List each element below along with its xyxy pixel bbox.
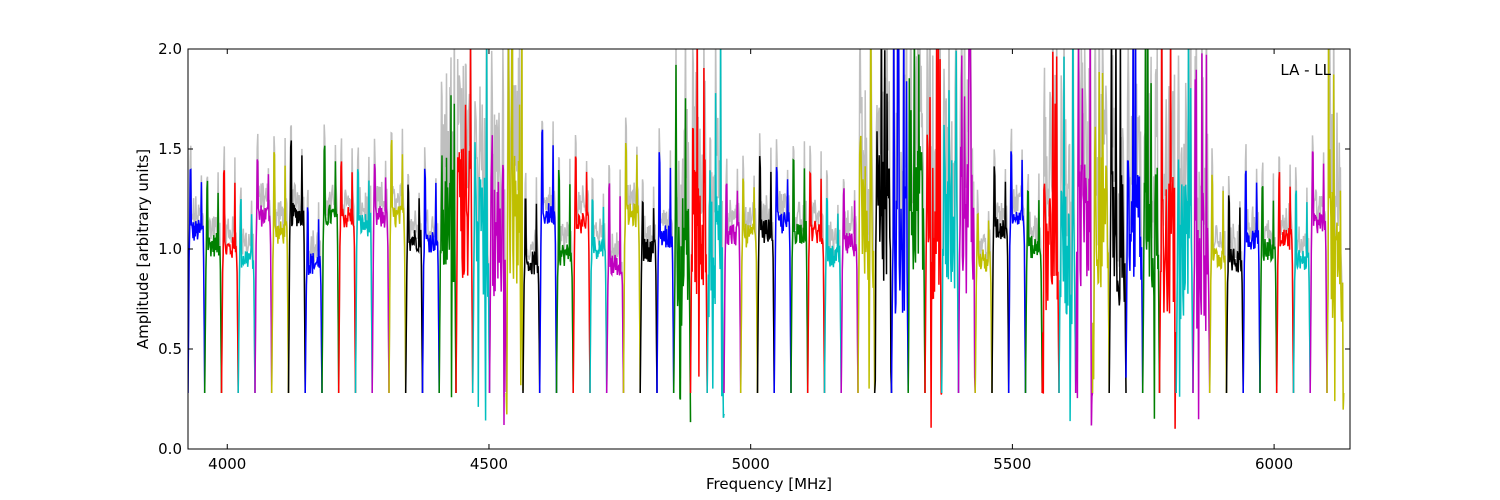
series-channel-18 [488, 135, 507, 426]
y-tick-label-0: 0.0 [158, 440, 182, 458]
series-channel-10 [354, 169, 373, 394]
series-channel-22 [555, 169, 574, 394]
series-channel-42 [890, 49, 909, 394]
series-channel-17 [471, 49, 491, 421]
series-channel-66 [1292, 190, 1311, 394]
plot-area [188, 49, 1345, 429]
series-channel-33 [739, 178, 759, 394]
background-trace-57 [1141, 49, 1161, 394]
series-channel-36 [790, 158, 809, 394]
series-channel-62 [1225, 195, 1244, 394]
series-channel-7 [304, 207, 323, 394]
series-channel-12 [388, 140, 407, 394]
series-channel-56 [1125, 49, 1144, 394]
series-channel-9 [337, 161, 357, 394]
y-tick-label-1: 0.5 [158, 340, 182, 358]
y-tick-label-2: 1.0 [158, 240, 182, 258]
series-channel-4 [254, 159, 273, 394]
series-channel-29 [672, 64, 692, 423]
series-channel-13 [404, 184, 424, 394]
series-channel-63 [1242, 170, 1261, 394]
series-channel-20 [522, 198, 541, 394]
series-channel-46 [957, 49, 976, 394]
x-axis-label: Frequency [MHz] [706, 475, 832, 493]
series-channel-60 [1192, 53, 1211, 420]
series-channel-14 [421, 168, 440, 394]
series-channel-68 [1326, 49, 1345, 410]
x-tick-label-6000: 6000 [1255, 455, 1293, 473]
series-channel-64 [1259, 185, 1278, 394]
series-channel-31 [706, 49, 725, 418]
series-channel-39 [840, 188, 859, 394]
series-channel-38 [823, 197, 842, 394]
series-channel-40 [857, 49, 876, 394]
series-channel-48 [991, 166, 1010, 394]
series-channel-58 [1158, 49, 1177, 429]
series-channel-50 [1024, 190, 1043, 394]
series-channel-15 [438, 95, 457, 398]
background-trace-17 [471, 49, 491, 394]
series-channel-57 [1141, 49, 1161, 419]
series-channel-45 [940, 50, 960, 394]
series-channel-53 [1074, 49, 1094, 426]
series-channel-2 [220, 170, 239, 394]
series-channel-1 [203, 180, 223, 394]
series-channel-11 [371, 163, 390, 394]
series-channel-0 [188, 168, 206, 394]
series-channel-19 [505, 49, 524, 415]
series-channel-26 [622, 142, 641, 394]
series-channel-52 [1058, 49, 1077, 422]
series-channel-21 [538, 129, 558, 394]
series-channel-44 [924, 49, 943, 428]
series-channel-34 [756, 156, 775, 394]
series-channel-54 [1091, 71, 1110, 394]
series-channel-37 [806, 170, 826, 394]
y-tick-label-4: 2.0 [158, 40, 182, 58]
series-channel-5 [270, 152, 290, 394]
series-channel-41 [873, 49, 893, 394]
series-channel-49 [1007, 151, 1027, 394]
series-channel-43 [907, 49, 926, 394]
series-channel-24 [589, 199, 608, 394]
plot-frame [187, 48, 1351, 450]
y-axis-label: Amplitude [arbitrary units] [134, 149, 152, 349]
x-tick-label-4000: 4000 [208, 455, 246, 473]
series-channel-8 [321, 145, 340, 394]
series-channel-51 [1041, 51, 1060, 394]
x-tick-label-5000: 5000 [732, 455, 770, 473]
background-trace-43 [907, 49, 926, 394]
series-channel-59 [1175, 49, 1194, 397]
tick-labels-group: 4000 4500 5000 5500 6000 0.0 0.5 1.0 1.5 2.0 [158, 40, 1293, 473]
y-tick-label-3: 1.5 [158, 140, 182, 158]
series-channel-30 [689, 49, 708, 394]
series-channel-35 [773, 167, 792, 394]
series-channel-61 [1208, 174, 1228, 394]
series-channel-67 [1309, 151, 1328, 394]
series-channel-65 [1275, 172, 1295, 394]
series-group [188, 49, 1345, 429]
series-channel-16 [455, 49, 474, 394]
series-channel-28 [656, 152, 675, 394]
series-channel-47 [974, 212, 993, 394]
x-tick-label-5500: 5500 [993, 455, 1031, 473]
series-channel-23 [572, 156, 591, 394]
background-trace-52 [1058, 49, 1077, 394]
series-channel-3 [237, 199, 256, 394]
series-channel-27 [639, 200, 658, 394]
series-channel-25 [605, 183, 625, 394]
series-channel-32 [723, 183, 742, 394]
series-channel-55 [1108, 49, 1127, 394]
series-channel-6 [287, 140, 306, 394]
x-tick-label-4500: 4500 [470, 455, 508, 473]
chart-annotation: LA - LL [1280, 61, 1331, 79]
